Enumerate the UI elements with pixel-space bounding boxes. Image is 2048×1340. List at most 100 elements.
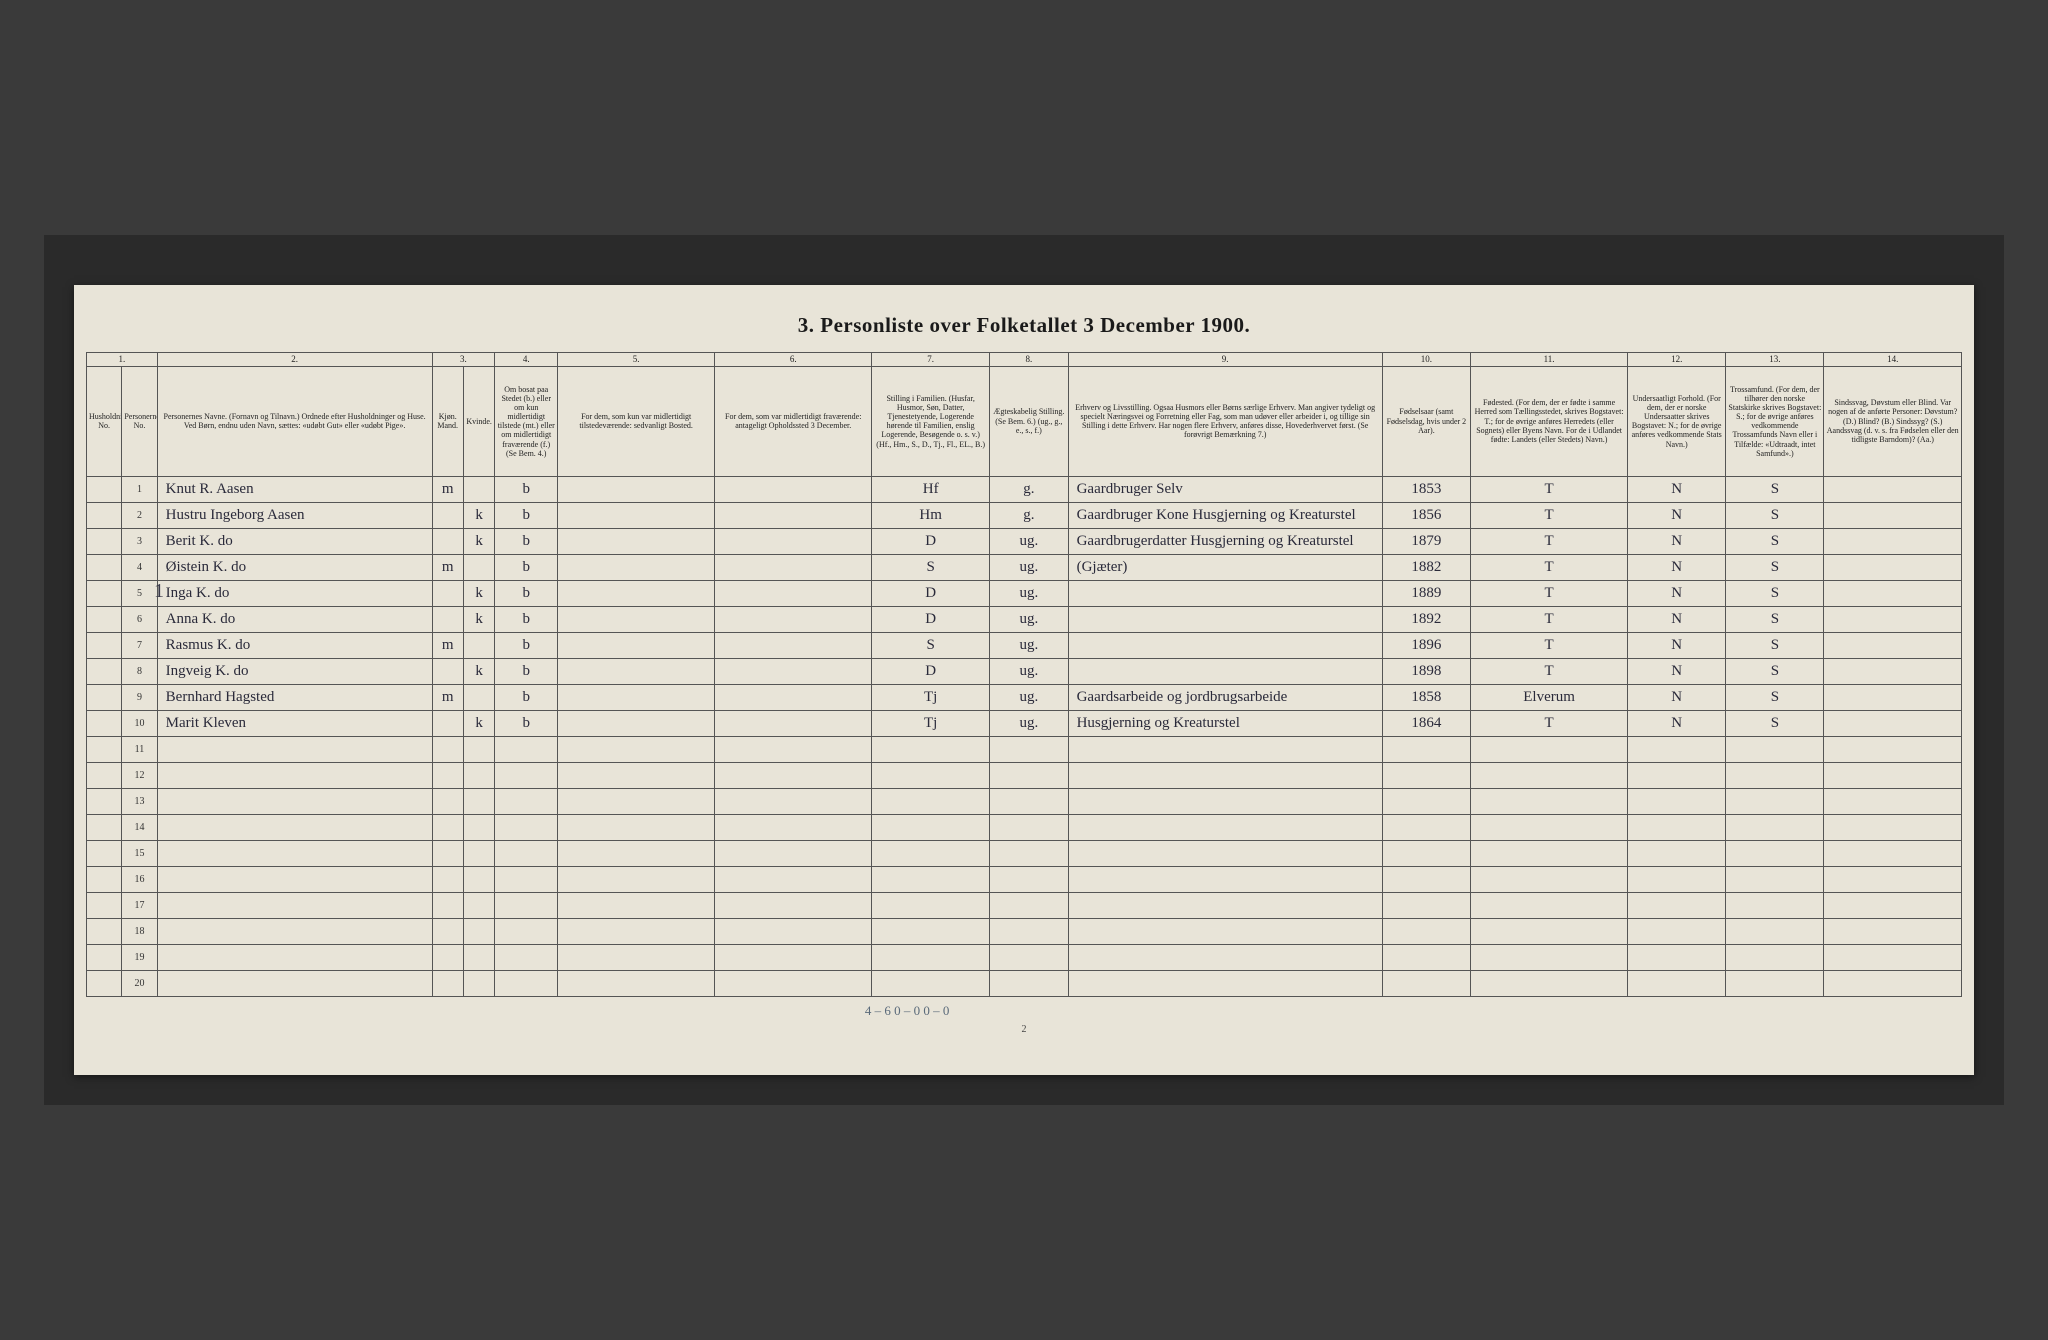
cell-empty bbox=[1628, 840, 1726, 866]
cell-empty bbox=[558, 866, 715, 892]
cell-empty bbox=[1471, 788, 1628, 814]
cell-empty bbox=[1628, 944, 1726, 970]
cell-household-no bbox=[87, 814, 122, 840]
cell-empty bbox=[990, 762, 1069, 788]
cell-religion: S bbox=[1726, 554, 1824, 580]
col-header-name: Personernes Navne. (Fornavn og Tilnavn.)… bbox=[157, 366, 432, 476]
table-header: 1. 2. 3. 4. 5. 6. 7. 8. 9. 10. 11. 12. 1… bbox=[87, 352, 1962, 476]
cell-empty bbox=[157, 736, 432, 762]
cell-empty bbox=[1628, 866, 1726, 892]
cell-empty bbox=[1824, 892, 1962, 918]
col-header-temp-present: For dem, som kun var midlertidigt tilste… bbox=[558, 366, 715, 476]
col-header-household: Husholdningens No. bbox=[87, 366, 122, 476]
cell-empty bbox=[1726, 918, 1824, 944]
table-row: 3Berit K. dokbDug.Gaardbrugerdatter Husg… bbox=[87, 528, 1962, 554]
cell-family-pos: S bbox=[872, 632, 990, 658]
col-num: 14. bbox=[1824, 352, 1962, 366]
cell-household-no bbox=[87, 580, 122, 606]
cell-empty bbox=[715, 944, 872, 970]
table-row: 5Inga K. dokbDug.1889TNS bbox=[87, 580, 1962, 606]
cell-empty bbox=[1628, 892, 1726, 918]
cell-nationality: N bbox=[1628, 554, 1726, 580]
cell-family-pos: Hm bbox=[872, 502, 990, 528]
cell-presence: b bbox=[495, 632, 558, 658]
cell-birthplace: T bbox=[1471, 502, 1628, 528]
cell-empty bbox=[715, 762, 872, 788]
cell-disability bbox=[1824, 684, 1962, 710]
cell-person-no: 18 bbox=[122, 918, 157, 944]
cell-empty bbox=[157, 840, 432, 866]
cell-empty bbox=[1824, 866, 1962, 892]
col-num: 13. bbox=[1726, 352, 1824, 366]
cell-empty bbox=[432, 840, 463, 866]
col-header-birthyear: Fødselsaar (samt Fødselsdag, hvis under … bbox=[1382, 366, 1470, 476]
cell-religion: S bbox=[1726, 710, 1824, 736]
cell-empty bbox=[1471, 970, 1628, 996]
cell-person-no: 19 bbox=[122, 944, 157, 970]
cell-sex-k bbox=[463, 554, 494, 580]
cell-empty bbox=[715, 814, 872, 840]
cell-empty bbox=[495, 762, 558, 788]
cell-empty bbox=[1726, 762, 1824, 788]
cell-empty bbox=[558, 944, 715, 970]
cell-empty bbox=[463, 814, 494, 840]
table-row-empty: 20 bbox=[87, 970, 1962, 996]
cell-occupation: Gaardbrugerdatter Husgjerning og Kreatur… bbox=[1068, 528, 1382, 554]
cell-household-no bbox=[87, 502, 122, 528]
cell-empty bbox=[1382, 814, 1470, 840]
cell-temp-present bbox=[558, 528, 715, 554]
cell-empty bbox=[495, 892, 558, 918]
col-header-family-pos: Stilling i Familien. (Husfar, Husmor, Sø… bbox=[872, 366, 990, 476]
table-row-empty: 15 bbox=[87, 840, 1962, 866]
cell-person-no: 9 bbox=[122, 684, 157, 710]
col-num: 11. bbox=[1471, 352, 1628, 366]
table-row: 7Rasmus K. dombSug.1896TNS bbox=[87, 632, 1962, 658]
cell-empty bbox=[432, 762, 463, 788]
table-row: 9Bernhard HagstedmbTjug.Gaardsarbeide og… bbox=[87, 684, 1962, 710]
cell-temp-absent bbox=[715, 528, 872, 554]
cell-empty bbox=[1471, 892, 1628, 918]
cell-birthyear: 1879 bbox=[1382, 528, 1470, 554]
col-header-nationality: Undersaatligt Forhold. (For dem, der er … bbox=[1628, 366, 1726, 476]
table-row: 2Hustru Ingeborg AasenkbHmg.Gaardbruger … bbox=[87, 502, 1962, 528]
cell-empty bbox=[157, 866, 432, 892]
cell-empty bbox=[1382, 918, 1470, 944]
cell-empty bbox=[990, 892, 1069, 918]
cell-birthplace: T bbox=[1471, 554, 1628, 580]
cell-empty bbox=[463, 762, 494, 788]
col-num: 5. bbox=[558, 352, 715, 366]
cell-empty bbox=[1628, 762, 1726, 788]
cell-empty bbox=[715, 788, 872, 814]
cell-person-no: 6 bbox=[122, 606, 157, 632]
cell-household-no bbox=[87, 840, 122, 866]
cell-empty bbox=[1471, 814, 1628, 840]
cell-temp-present bbox=[558, 580, 715, 606]
cell-birthyear: 1882 bbox=[1382, 554, 1470, 580]
cell-occupation: Husgjerning og Kreaturstel bbox=[1068, 710, 1382, 736]
cell-empty bbox=[1824, 736, 1962, 762]
cell-empty bbox=[558, 918, 715, 944]
cell-nationality: N bbox=[1628, 658, 1726, 684]
cell-name: Ingveig K. do bbox=[157, 658, 432, 684]
cell-family-pos: D bbox=[872, 606, 990, 632]
cell-empty bbox=[715, 970, 872, 996]
cell-empty bbox=[432, 970, 463, 996]
cell-household-no bbox=[87, 892, 122, 918]
cell-empty bbox=[872, 788, 990, 814]
cell-marital: ug. bbox=[990, 528, 1069, 554]
cell-empty bbox=[1471, 944, 1628, 970]
cell-person-no: 4 bbox=[122, 554, 157, 580]
table-row-empty: 11 bbox=[87, 736, 1962, 762]
cell-religion: S bbox=[1726, 632, 1824, 658]
cell-nationality: N bbox=[1628, 502, 1726, 528]
cell-temp-present bbox=[558, 476, 715, 502]
cell-empty bbox=[495, 866, 558, 892]
cell-empty bbox=[872, 814, 990, 840]
cell-temp-absent bbox=[715, 502, 872, 528]
cell-nationality: N bbox=[1628, 476, 1726, 502]
cell-empty bbox=[463, 866, 494, 892]
cell-empty bbox=[157, 762, 432, 788]
cell-empty bbox=[1726, 892, 1824, 918]
cell-family-pos: Tj bbox=[872, 684, 990, 710]
cell-occupation: Gaardbruger Selv bbox=[1068, 476, 1382, 502]
